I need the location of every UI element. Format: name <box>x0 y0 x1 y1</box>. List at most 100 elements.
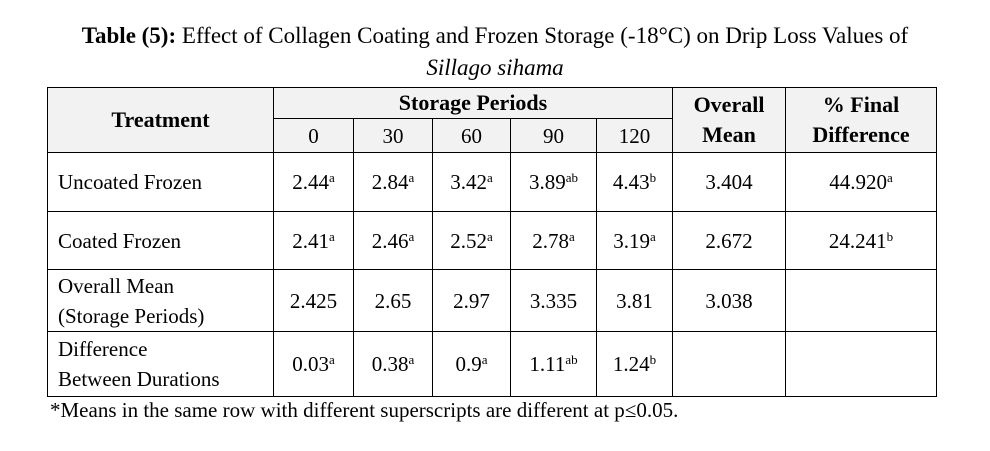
value-cell <box>785 269 937 332</box>
value-cell: 2.52a <box>432 211 511 270</box>
table-row: Overall Mean (Storage Periods) 2.425 2.65 2.… <box>47 269 937 332</box>
superscript: a <box>486 170 493 185</box>
value-cell: 3.038 <box>672 269 786 332</box>
superscript: a <box>481 352 488 367</box>
superscript: a <box>886 170 893 185</box>
treatment-text: Overall Mean <box>58 273 175 298</box>
period-header: 120 <box>596 118 673 153</box>
value: 0.03 <box>292 352 329 376</box>
value-cell: 2.41a <box>273 211 354 270</box>
value: 3.038 <box>705 288 753 313</box>
treatment-cell: Overall Mean (Storage Periods) <box>47 269 274 332</box>
treatment-text: Difference <box>58 337 148 361</box>
header-text: Overall <box>693 92 765 117</box>
value-cell: 2.44a <box>273 152 354 212</box>
value: 2.78 <box>532 228 569 253</box>
value: 4.43 <box>612 170 650 194</box>
value-cell: 2.46a <box>353 211 433 270</box>
value: 2.65 <box>374 288 412 313</box>
value: 0.38 <box>371 352 409 376</box>
table-row: Difference Between Durations 0.03a 0.38a 0.9… <box>47 331 937 397</box>
value-cell: 3.89ab <box>510 152 597 212</box>
table-title: Table (5): Effect of Collagen Coating an… <box>0 20 990 84</box>
value: 2.97 <box>453 288 490 313</box>
header-cell: Storage Periods <box>273 87 673 119</box>
treatment-text: Uncoated Frozen <box>58 170 203 194</box>
value: 1.11 <box>529 352 566 376</box>
value-cell <box>785 331 937 397</box>
value-cell: 2.672 <box>672 211 786 270</box>
value-cell <box>672 331 786 397</box>
superscript: b <box>649 352 657 367</box>
footnote: *Means in the same row with different su… <box>50 398 679 422</box>
value: 0.9 <box>455 352 482 376</box>
superscript: a <box>649 228 656 244</box>
superscript: b <box>649 170 657 185</box>
value: 2.41 <box>292 228 329 253</box>
header-text: Mean <box>702 122 756 147</box>
superscript: a <box>408 228 415 244</box>
value-cell: 44.920a <box>785 152 937 212</box>
header-text: Difference <box>812 122 910 147</box>
value: 3.404 <box>705 170 753 194</box>
value-cell: 24.241b <box>785 211 937 270</box>
value: 2.52 <box>450 228 487 253</box>
header-cell: % Final Difference <box>785 87 937 153</box>
value: 24.241 <box>828 228 887 253</box>
period-label: 90 <box>543 123 564 148</box>
value-cell: 3.335 <box>510 269 597 332</box>
treatment-text: Coated Frozen <box>58 228 182 253</box>
table-row: Uncoated Frozen 2.44a 2.84a 3.42a 3.89ab 4.43… <box>47 152 937 212</box>
treatment-cell: Coated Frozen <box>47 211 274 270</box>
superscript: a <box>408 352 415 367</box>
treatment-cell: Uncoated Frozen <box>47 152 274 212</box>
value-cell: 3.404 <box>672 152 786 212</box>
header-text: % Final <box>822 92 900 117</box>
header-text: Storage Periods <box>398 90 548 115</box>
value-cell: 4.43b <box>596 152 673 212</box>
value-cell: 3.81 <box>596 269 673 332</box>
value: 2.44 <box>292 170 329 194</box>
value-cell: 2.425 <box>273 269 354 332</box>
value-cell: 2.84a <box>353 152 433 212</box>
value-cell: 2.97 <box>432 269 511 332</box>
header-cell: Overall Mean <box>672 87 786 153</box>
period-label: 60 <box>461 123 482 148</box>
header-text: Treatment <box>111 107 210 132</box>
superscript: a <box>408 170 415 185</box>
value: 3.42 <box>450 170 487 194</box>
value: 3.89 <box>528 170 566 194</box>
value: 2.672 <box>705 228 753 253</box>
superscript: a <box>486 228 493 244</box>
superscript: b <box>886 228 894 244</box>
value: 3.19 <box>613 228 650 253</box>
value-cell: 0.38a <box>353 331 433 397</box>
value-cell: 3.19a <box>596 211 673 270</box>
value: 2.46 <box>371 228 409 253</box>
title-text: Effect of Collagen Coating and Frozen St… <box>181 23 909 48</box>
value-cell: 0.9a <box>432 331 511 397</box>
superscript: a <box>328 228 335 244</box>
value-cell: 1.11ab <box>510 331 597 397</box>
superscript: ab <box>565 170 579 185</box>
value-cell: 1.24b <box>596 331 673 397</box>
value-cell: 3.42a <box>432 152 511 212</box>
value: 3.81 <box>616 288 653 313</box>
superscript: a <box>328 352 335 367</box>
value: 3.335 <box>529 288 578 313</box>
value: 1.24 <box>612 352 650 376</box>
table-label: Table (5): <box>81 23 177 48</box>
period-header: 30 <box>353 118 433 153</box>
period-label: 30 <box>382 123 404 148</box>
period-label: 0 <box>308 123 319 148</box>
superscript: a <box>568 228 575 244</box>
period-header: 90 <box>510 118 597 153</box>
table-row: Coated Frozen 2.41a 2.46a 2.52a 2.78a 3.19a 2.… <box>47 211 937 270</box>
value: 2.84 <box>371 170 409 194</box>
period-header: 60 <box>432 118 511 153</box>
drip-loss-table: Treatment Storage Periods Overall Mean % … <box>47 87 937 397</box>
value-cell: 2.65 <box>353 269 433 332</box>
superscript: a <box>328 170 335 185</box>
header-cell: Treatment <box>47 87 274 153</box>
